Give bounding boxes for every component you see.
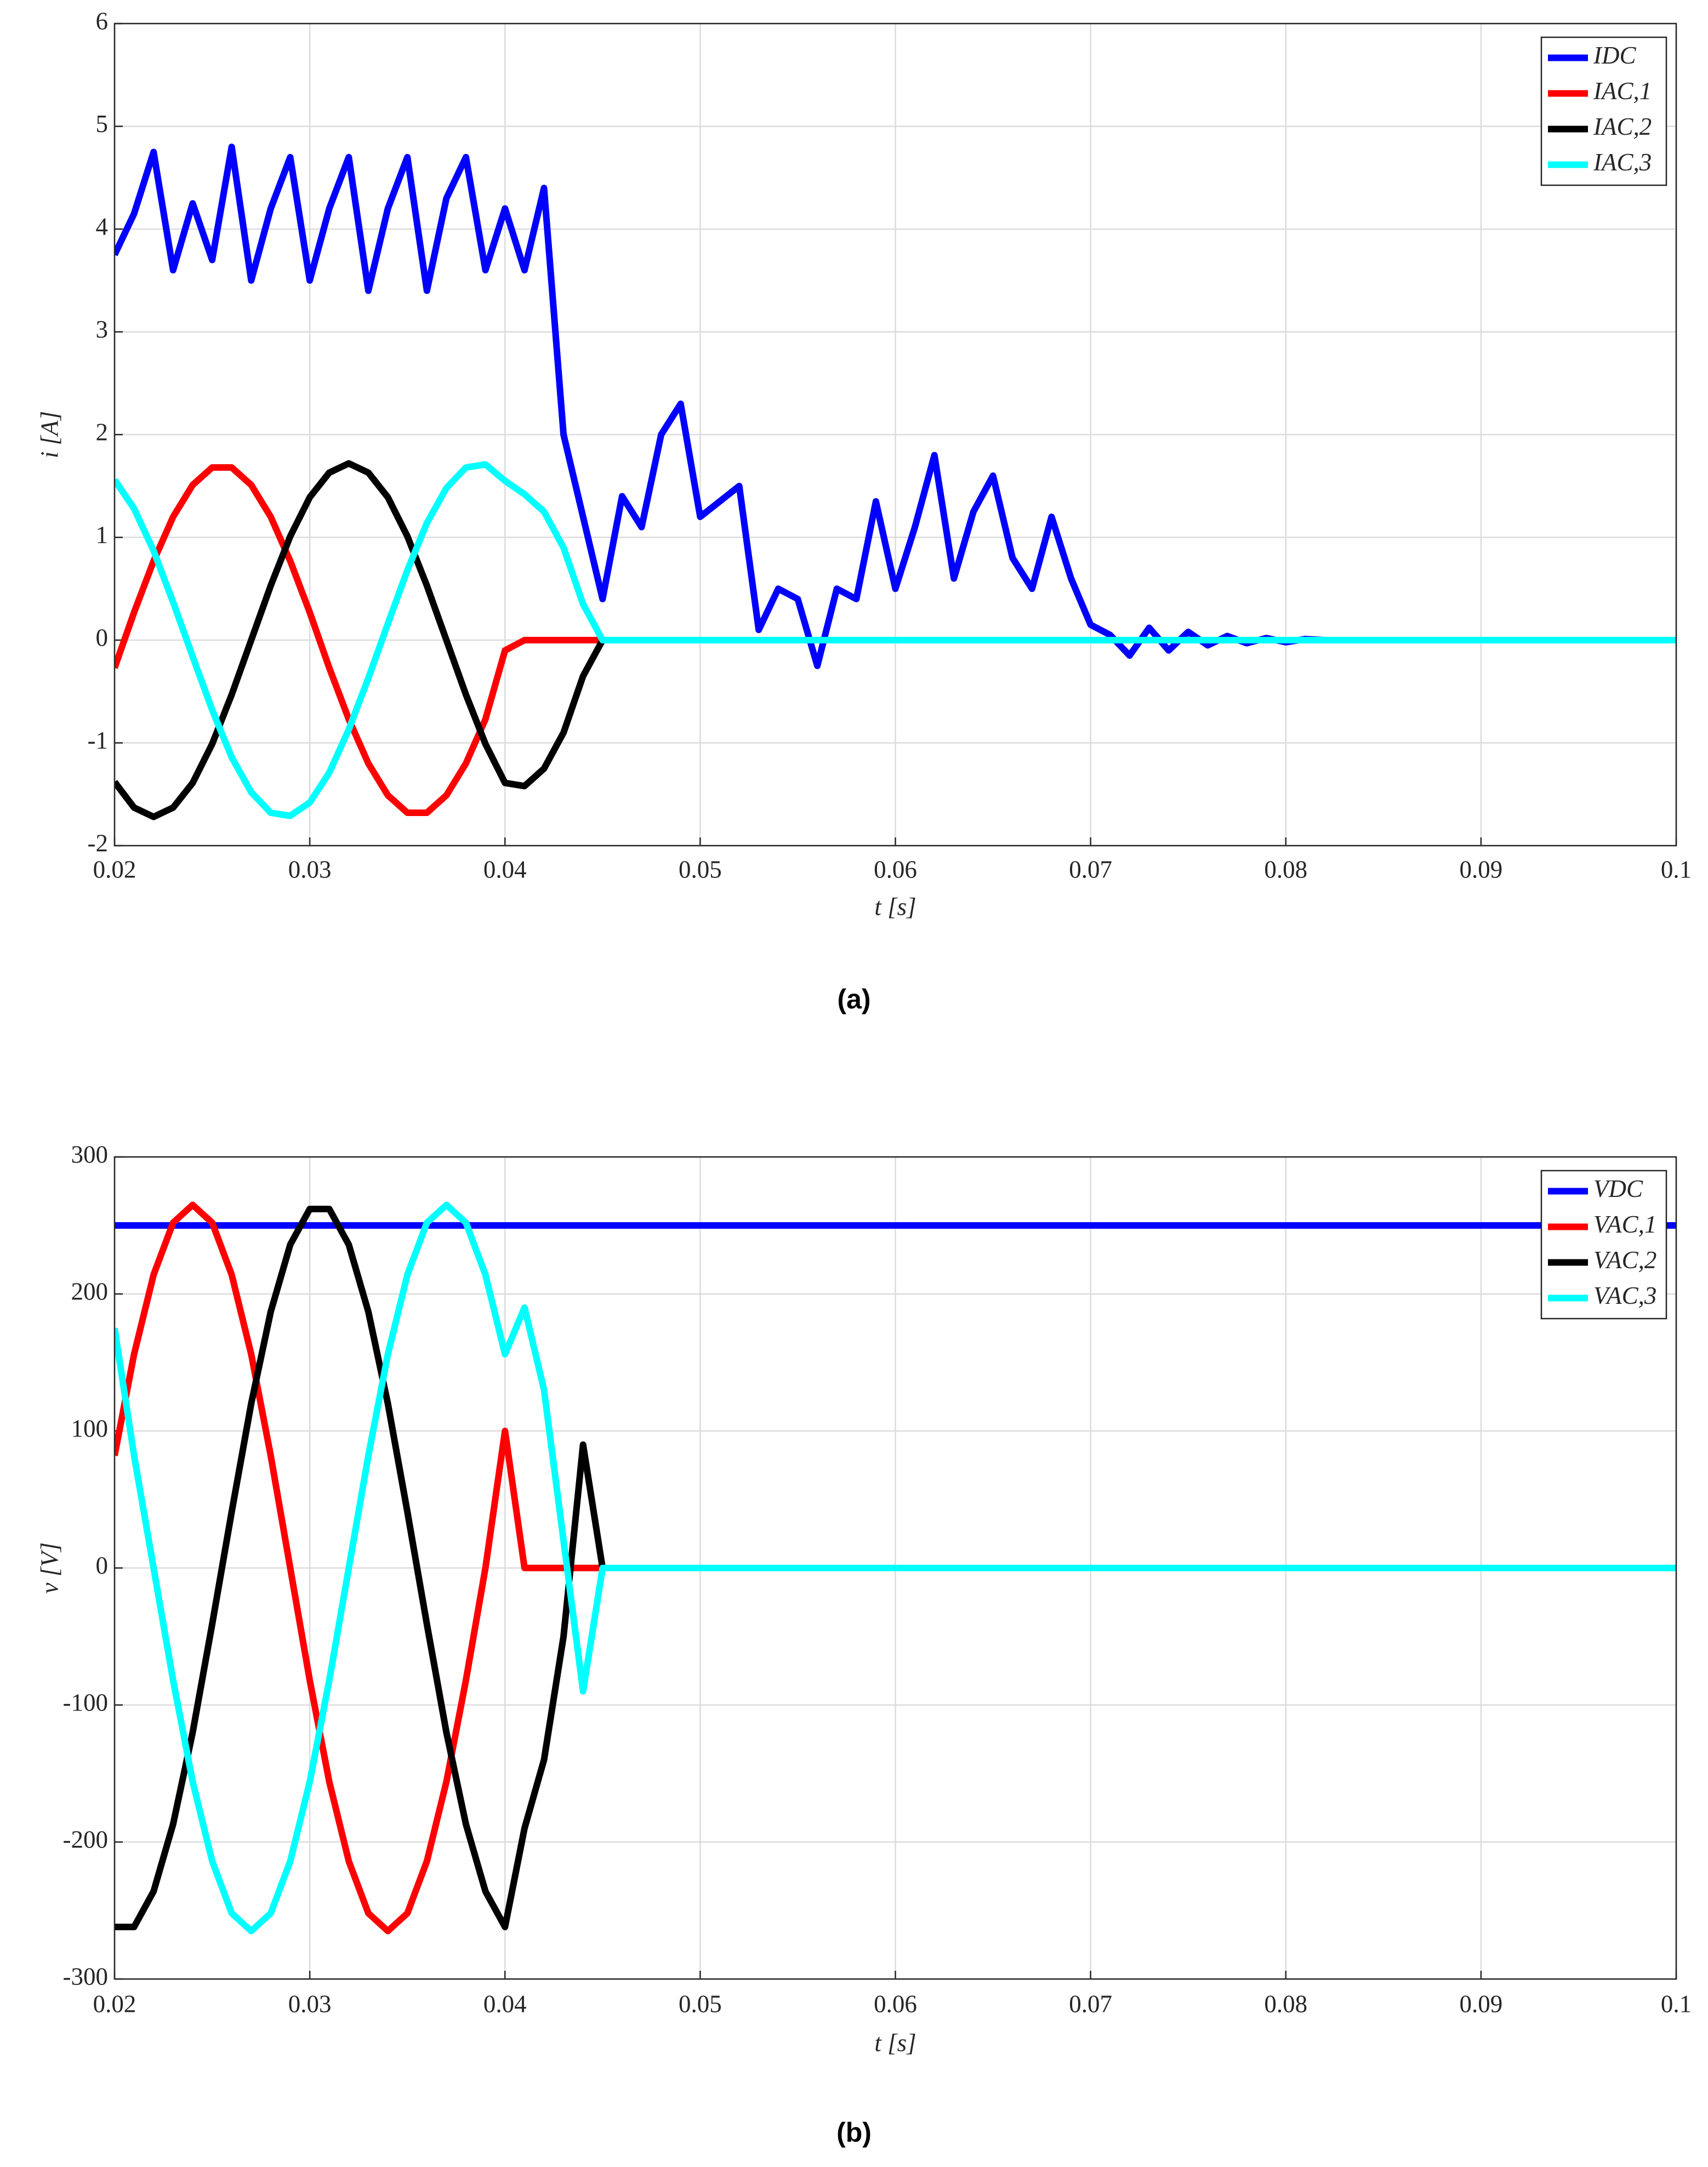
x-tick-label: 0.05 [679,1990,722,2017]
y-tick-label: 5 [96,110,109,138]
x-tick-label: 0.06 [874,1990,917,2017]
y-tick-label: -1 [88,727,109,754]
x-tick-label: 0.03 [288,856,332,883]
y-tick-label: 4 [96,213,109,240]
x-tick-label: 0.07 [1069,856,1112,883]
y-tick-label: -200 [63,1826,109,1853]
x-tick-label: 0.1 [1661,1990,1692,2017]
y-tick-label: 200 [71,1278,109,1305]
x-tick-label: 0.09 [1460,856,1503,883]
legend-label: IDC [1593,42,1636,69]
legend-box [1540,1170,1667,1320]
x-tick-label: 0.02 [93,1990,136,2017]
x-tick-label: 0.04 [483,856,527,883]
plot-frame [113,1156,1677,1980]
x-tick-label: 0.05 [679,856,722,883]
x-tick-label: 0.02 [93,856,136,883]
legend-label: VDC [1593,1175,1643,1202]
legend-label: IAC,1 [1593,77,1652,105]
legend-label: VAC,3 [1593,1282,1656,1309]
y-tick-label: 3 [96,316,109,343]
x-tick-label: 0.03 [288,1990,332,2017]
x-tick-label: 0.1 [1661,856,1692,883]
series-line [115,461,1676,819]
caption: (a) [837,984,870,1014]
y-tick-label: 100 [71,1415,109,1442]
legend-label: VAC,1 [1593,1211,1656,1238]
x-axis-label: t [s] [874,2029,916,2056]
x-tick-label: 0.04 [483,1990,527,2017]
y-axis-label: v [V] [36,1542,63,1594]
series-line [115,1201,1676,1935]
legend-label: IAC,3 [1593,149,1652,176]
plot-frame [113,22,1677,847]
y-tick-label: 0 [96,624,109,651]
y-tick-label: 300 [71,1140,109,1168]
y-tick-label: -2 [88,829,109,857]
y-tick-label: 0 [96,1552,109,1579]
y-axis-label: i [A] [36,411,63,458]
y-tick-label: 1 [96,521,109,549]
x-tick-label: 0.08 [1264,856,1307,883]
x-tick-label: 0.08 [1264,1990,1307,2017]
x-tick-label: 0.06 [874,856,917,883]
caption: (b) [836,2117,872,2148]
y-tick-label: 2 [96,418,109,446]
legend-label: VAC,2 [1593,1246,1656,1274]
x-tick-label: 0.07 [1069,1990,1112,2017]
y-tick-label: -300 [63,1963,109,1990]
y-tick-label: 6 [96,7,109,35]
y-tick-label: -100 [63,1689,109,1716]
x-tick-label: 0.09 [1460,1990,1503,2017]
legend-box [1540,36,1667,186]
legend-label: IAC,2 [1593,113,1652,140]
x-axis-label: t [s] [874,893,916,920]
